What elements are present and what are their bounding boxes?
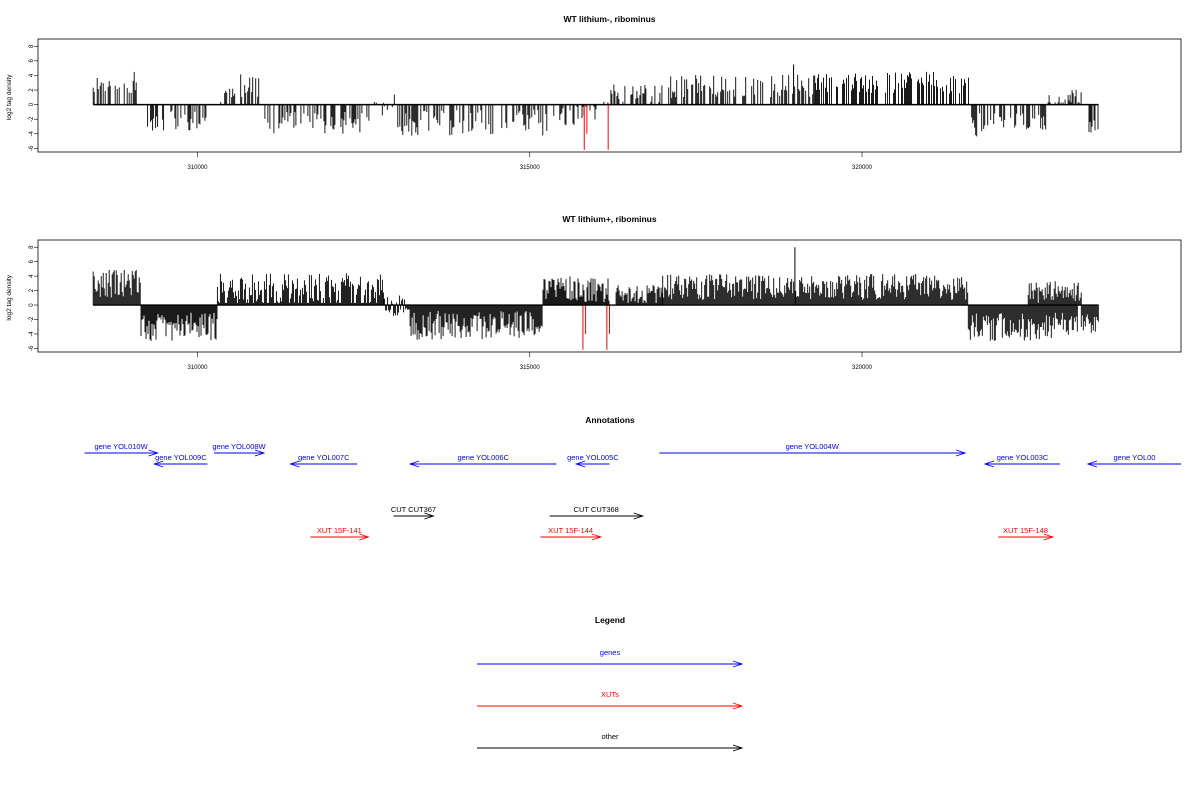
feature-arrow: gene YOL007C xyxy=(289,453,357,468)
feature-arrow: gene YOL00 xyxy=(1086,453,1181,468)
feature-arrow: gene YOL008W xyxy=(212,442,267,457)
y-tick-label: 4 xyxy=(29,274,35,278)
feature-label: gene YOL005C xyxy=(567,453,619,462)
feature-label: gene YOL006C xyxy=(457,453,509,462)
feature-arrow: XUT 15F-141 xyxy=(310,526,370,541)
arrow-head xyxy=(955,449,967,457)
arrow-head xyxy=(148,449,160,457)
y-tick-label: -6 xyxy=(29,145,35,151)
feature-label: gene YOL007C xyxy=(298,453,350,462)
arrow-head xyxy=(574,460,586,468)
legend-label: genes xyxy=(600,648,621,657)
arrow-head xyxy=(359,533,370,541)
feature-label: gene YOL004W xyxy=(786,442,840,451)
annotations-panel: Annotations gene YOL010W gene YOL009C gene… xyxy=(84,415,1181,541)
x-tick-label: 310000 xyxy=(187,365,208,371)
track-panel-lithium-minus: WT lithium-, ribominus -6 -4 -2 0 2 4 6 8 log2 ta… xyxy=(6,14,1182,171)
feature-label: XUT 15F-141 xyxy=(317,526,362,535)
feature-arrow: gene YOL009C xyxy=(152,453,208,468)
feature-arrow: gene YOL003C xyxy=(983,453,1061,468)
plot-frame xyxy=(37,38,1182,153)
y-tick-label: 0 xyxy=(29,303,35,307)
y-tick-label: 8 xyxy=(29,245,35,249)
arrow-head xyxy=(983,460,995,468)
x-axis: 310000 315000 320000 xyxy=(187,352,873,371)
x-tick-label: 315000 xyxy=(520,165,541,171)
y-tick-label: 8 xyxy=(29,44,35,48)
x-tick-label: 315000 xyxy=(520,365,541,371)
y-tick-label: 2 xyxy=(29,88,35,92)
y-tick-label: -4 xyxy=(29,331,35,337)
legend-label: XUTs xyxy=(601,690,619,699)
feature-label: CUT CUT368 xyxy=(574,505,619,514)
arrow-head xyxy=(1086,460,1098,468)
arrow-head xyxy=(254,449,266,457)
arrow-head xyxy=(732,702,744,710)
feature-arrow: XUT 15F-144 xyxy=(540,526,603,541)
y-tick-label: 0 xyxy=(29,102,35,106)
x-tick-label: 320000 xyxy=(852,365,873,371)
x-tick-label: 320000 xyxy=(852,165,873,171)
legend-item: XUTs xyxy=(477,690,744,710)
arrow-head xyxy=(289,460,300,468)
arrow-head xyxy=(732,660,744,668)
chart-title: WT lithium-, ribominus xyxy=(563,14,655,24)
y-tick-label: 2 xyxy=(29,288,35,292)
feature-label: XUT 15F-148 xyxy=(1003,526,1048,535)
y-axis-label: log2 tag density xyxy=(6,74,13,120)
feature-arrow: CUT CUT367 xyxy=(391,505,436,520)
feature-arrow: XUT 15F-148 xyxy=(998,526,1055,541)
feature-arrow: gene YOL004W xyxy=(659,442,967,457)
y-tick-label: -4 xyxy=(29,130,35,136)
y-tick-label: 6 xyxy=(29,59,35,63)
arrow-head xyxy=(1043,533,1055,541)
feature-label: CUT CUT367 xyxy=(391,505,436,514)
feature-label: XUT 15F-144 xyxy=(548,526,593,535)
chart-title: WT lithium+, ribominus xyxy=(562,214,656,224)
feature-label: gene YOL00 xyxy=(1113,453,1155,462)
feature-label: gene YOL009C xyxy=(155,453,207,462)
plot-frame xyxy=(37,239,1182,353)
arrow-head xyxy=(633,512,645,520)
y-axis: -6 -4 -2 0 2 4 6 8 log2 tag density xyxy=(6,245,38,351)
y-tick-label: -2 xyxy=(29,316,35,322)
y-tick-label: -2 xyxy=(29,116,35,122)
arrow-head xyxy=(152,460,164,468)
legend-panel: Legend genes XUTs other xyxy=(477,615,744,752)
annotations-title: Annotations xyxy=(585,415,635,425)
y-tick-label: 6 xyxy=(29,259,35,263)
track-panel-lithium-plus: WT lithium+, ribominus -6 -4 -2 0 2 4 6 8 log2 ta… xyxy=(6,214,1182,371)
y-axis-label: log2 tag density xyxy=(6,274,13,320)
arrow-head xyxy=(424,512,435,520)
feature-label: gene YOL008W xyxy=(212,442,266,451)
feature-arrow: CUT CUT368 xyxy=(549,505,645,520)
density-bars xyxy=(92,64,1099,150)
y-tick-label: 4 xyxy=(29,73,35,77)
legend-item: other xyxy=(477,732,744,752)
feature-label: gene YOL010W xyxy=(94,442,148,451)
arrow-head xyxy=(732,744,744,752)
legend-item: genes xyxy=(477,648,744,668)
y-tick-label: -6 xyxy=(29,345,35,351)
density-bars xyxy=(92,247,1099,350)
arrow-head xyxy=(408,460,420,468)
feature-arrow: gene YOL006C xyxy=(408,453,557,468)
y-axis: -6 -4 -2 0 2 4 6 8 log2 tag density xyxy=(6,44,38,151)
feature-arrow: gene YOL010W xyxy=(84,442,160,457)
arrow-head xyxy=(591,533,603,541)
x-axis: 310000 315000 320000 xyxy=(187,152,873,171)
legend-label: other xyxy=(601,732,619,741)
feature-arrow: gene YOL005C xyxy=(567,453,619,468)
x-tick-label: 310000 xyxy=(187,165,208,171)
legend-title: Legend xyxy=(595,615,625,625)
feature-label: gene YOL003C xyxy=(997,453,1049,462)
